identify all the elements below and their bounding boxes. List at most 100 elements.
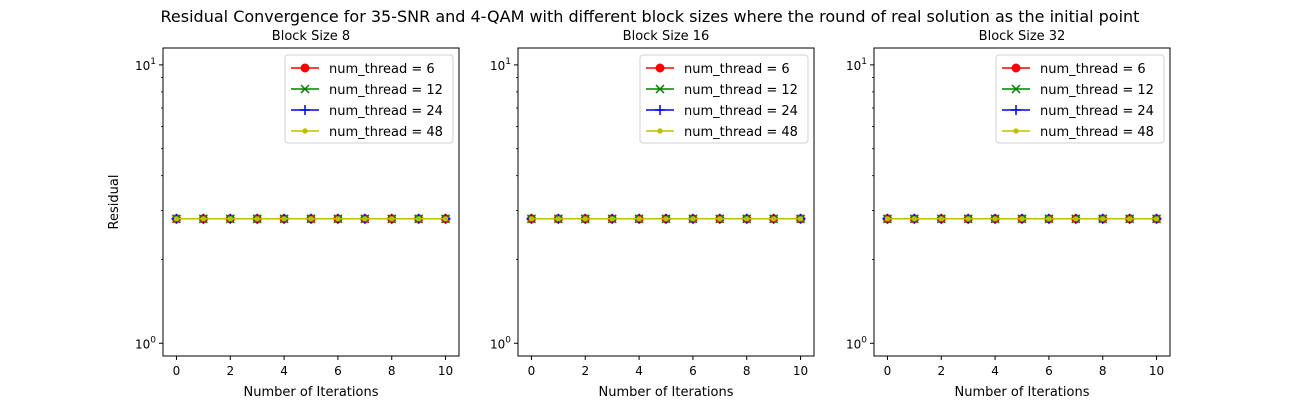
legend: num_thread = 6 num_thread = 12 num_thread … [995, 54, 1165, 144]
legend-box [995, 54, 1165, 144]
data-point [389, 216, 395, 222]
series-4 [173, 216, 449, 222]
legend-entry: num_thread = 12 [1002, 83, 1154, 98]
data-point [770, 216, 777, 222]
legend-entry: num_thread = 6 [1002, 62, 1146, 77]
x-tick-label: 8 [388, 364, 396, 378]
x-tick-label: 10 [1149, 364, 1164, 378]
data-point [555, 216, 562, 222]
data-point [965, 216, 971, 222]
legend-marker [1013, 128, 1019, 134]
data-point [415, 216, 422, 222]
y-tick-label: 100 [135, 335, 156, 351]
legend-marker [300, 84, 310, 94]
x-axis-label: Number of Iterations [955, 385, 1090, 400]
legend-entry: num_thread = 24 [646, 104, 798, 119]
data-point [1153, 216, 1160, 222]
legend-marker [1011, 63, 1021, 73]
data-point [442, 216, 449, 222]
legend-label: num_thread = 6 [684, 62, 790, 77]
data-point [528, 216, 535, 222]
legend-label: num_thread = 24 [329, 104, 443, 119]
legend-marker [300, 105, 310, 115]
x-tick-label: 0 [528, 364, 536, 378]
data-point [200, 216, 207, 222]
legend: num_thread = 6 num_thread = 12 num_thread … [639, 54, 809, 144]
legend-marker [300, 63, 310, 73]
figure-suptitle: Residual Convergence for 35-SNR and 4-QA… [161, 7, 1140, 26]
data-point [335, 216, 341, 222]
legend-entry: num_thread = 12 [291, 83, 443, 98]
x-tick-label: 10 [438, 364, 453, 378]
x-tick-label: 2 [226, 364, 234, 378]
legend-marker [655, 63, 665, 73]
legend-marker [657, 128, 663, 134]
y-axis-label: Residual [107, 175, 122, 230]
legend-entry: num_thread = 24 [291, 104, 443, 119]
data-point [609, 216, 615, 222]
y-tick-label: 101 [135, 57, 156, 73]
legend-label: num_thread = 6 [329, 62, 435, 77]
data-point [1100, 216, 1106, 222]
chart-panel-2: Block Size 16 0 2 4 6 8 10 100 101 Number of Iter… [490, 29, 815, 400]
legend-label: num_thread = 12 [1040, 83, 1154, 98]
series-4 [528, 216, 804, 222]
x-tick-label: 10 [793, 364, 808, 378]
legend-marker [1011, 105, 1021, 115]
legend-marker [1011, 84, 1021, 94]
data-point [173, 216, 180, 222]
x-tick-label: 8 [743, 364, 751, 378]
legend: num_thread = 6 num_thread = 12 num_thread … [284, 54, 454, 144]
y-tick-label: 101 [846, 57, 867, 73]
x-tick-label: 2 [937, 364, 945, 378]
legend-entry: num_thread = 6 [646, 62, 790, 77]
data-point [690, 216, 696, 222]
legend-label: num_thread = 6 [1040, 62, 1146, 77]
legend-label: num_thread = 48 [1040, 125, 1154, 140]
data-point [1073, 216, 1079, 222]
x-tick-label: 0 [884, 364, 892, 378]
data-point [362, 216, 368, 222]
data-point [582, 216, 588, 222]
data-point [797, 216, 804, 222]
panel-title: Block Size 32 [979, 29, 1066, 44]
legend-entry: num_thread = 48 [1002, 125, 1154, 140]
legend-box [284, 54, 454, 144]
legend-entry: num_thread = 12 [646, 83, 798, 98]
x-axis-label: Number of Iterations [244, 385, 379, 400]
x-tick-label: 4 [991, 364, 999, 378]
legend-box [639, 54, 809, 144]
x-tick-label: 0 [173, 364, 181, 378]
y-tick-label: 100 [490, 335, 511, 351]
chart-panel-1: Block Size 8 0 2 4 6 8 10 100 101 Number of Itera… [107, 29, 460, 400]
legend-entry: num_thread = 6 [291, 62, 435, 77]
x-tick-label: 2 [581, 364, 589, 378]
data-point [227, 216, 233, 222]
data-point [938, 216, 944, 222]
data-point [1019, 216, 1025, 222]
x-tick-label: 4 [280, 364, 288, 378]
legend-entry: num_thread = 48 [646, 125, 798, 140]
panel-title: Block Size 16 [623, 29, 710, 44]
legend-label: num_thread = 24 [684, 104, 798, 119]
legend-marker [655, 105, 665, 115]
data-point [663, 216, 669, 222]
data-point [1126, 216, 1133, 222]
panel-title: Block Size 8 [272, 29, 350, 44]
data-point [254, 216, 260, 222]
chart-panel-3: Block Size 32 0 2 4 6 8 10 100 101 Number of Iter… [846, 29, 1171, 400]
x-tick-label: 6 [334, 364, 342, 378]
legend-marker [655, 84, 665, 94]
data-point [308, 216, 314, 222]
data-point [281, 216, 287, 222]
legend-label: num_thread = 48 [329, 125, 443, 140]
x-tick-label: 4 [635, 364, 643, 378]
legend-entry: num_thread = 24 [1002, 104, 1154, 119]
data-point [717, 216, 723, 222]
x-tick-label: 6 [1045, 364, 1053, 378]
x-tick-label: 6 [689, 364, 697, 378]
x-axis-label: Number of Iterations [599, 385, 734, 400]
series-4 [884, 216, 1160, 222]
x-tick-label: 8 [1099, 364, 1107, 378]
